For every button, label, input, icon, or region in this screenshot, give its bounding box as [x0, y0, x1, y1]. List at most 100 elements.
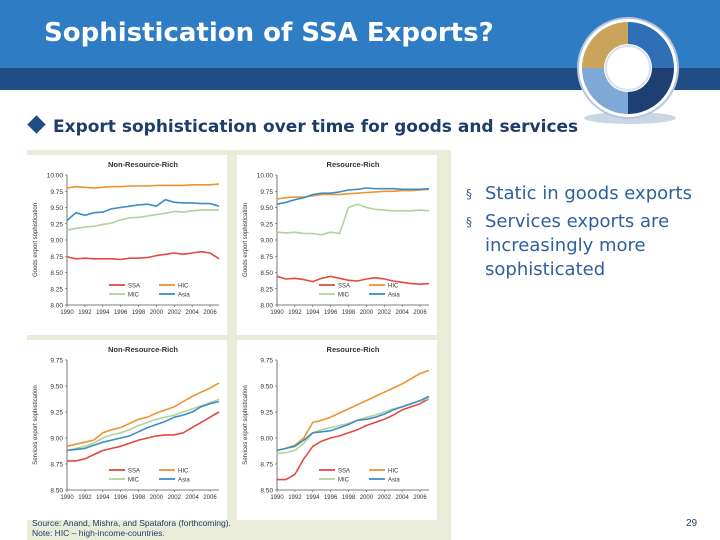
- x-tick-label: 1998: [342, 495, 356, 501]
- bullet-text: Static in goods exports: [485, 183, 692, 204]
- globe-logo-icon: [574, 14, 682, 126]
- chart-svg: Non-Resource-Rich 8.00 8.25 8.50 8.75 9.00 9.2…: [27, 155, 227, 335]
- legend-label: HIC: [388, 468, 399, 474]
- slide-subtitle: Export sophistication over time for good…: [27, 115, 578, 137]
- series-line-mic: [66, 398, 220, 452]
- source-note: Source: Anand, Mishra, and Spatafora (fo…: [32, 518, 231, 538]
- series-line-hic: [66, 183, 220, 189]
- x-tick-label: 2006: [203, 310, 217, 316]
- y-tick-label: 8.50: [260, 270, 273, 277]
- chart-svg: Resource-Rich 8.50 8.75 9.00 9.25 9.50 9.75 199…: [237, 340, 437, 520]
- chart-title: Resource-Rich: [327, 160, 380, 169]
- series-line-asia: [66, 198, 220, 222]
- x-tick-label: 1998: [132, 310, 146, 316]
- chart-services-non-resource-rich: Non-Resource-Rich 8.50 8.75 9.00 9.25 9.50 9.7…: [27, 340, 227, 520]
- y-tick-label: 8.25: [260, 286, 273, 293]
- x-tick-label: 1994: [306, 495, 320, 501]
- legend-label: SSA: [338, 468, 350, 474]
- x-tick-label: 2000: [360, 495, 374, 501]
- x-tick-label: 1996: [324, 495, 338, 501]
- series-line-asia: [276, 187, 430, 205]
- legend-label: MIC: [338, 477, 350, 483]
- legend-label: Asia: [388, 292, 400, 298]
- diamond-bullet-icon: [27, 115, 46, 134]
- x-tick-label: 2006: [413, 310, 427, 316]
- y-axis-label: Goods export sophistication: [243, 203, 249, 277]
- x-tick-label: 2006: [203, 495, 217, 501]
- chart-title: Non-Resource-Rich: [108, 160, 178, 169]
- x-tick-label: 1996: [324, 310, 338, 316]
- legend-label: Asia: [388, 477, 400, 483]
- square-bullet-icon: §: [466, 187, 472, 201]
- x-tick-label: 2000: [150, 495, 164, 501]
- x-tick-label: 2004: [395, 310, 409, 316]
- x-tick-label: 1990: [270, 495, 284, 501]
- square-bullet-icon: §: [466, 215, 472, 229]
- x-tick-label: 2002: [168, 310, 182, 316]
- series-line-asia: [276, 395, 430, 452]
- y-tick-label: 9.25: [50, 221, 63, 228]
- x-tick-label: 1994: [306, 310, 320, 316]
- legend-label: MIC: [338, 292, 350, 298]
- y-tick-label: 9.00: [50, 436, 63, 443]
- y-tick-label: 9.75: [260, 358, 273, 365]
- y-tick-label: 8.75: [260, 254, 273, 261]
- y-tick-label: 8.50: [260, 488, 273, 495]
- bullet-list: § Static in goods exports § Services exp…: [462, 182, 712, 286]
- bullet-item: § Services exports are increasingly more…: [462, 210, 712, 282]
- legend-label: Asia: [178, 292, 190, 298]
- x-tick-label: 1996: [114, 310, 128, 316]
- chart-title: Non-Resource-Rich: [108, 345, 178, 354]
- y-tick-label: 9.75: [50, 189, 63, 196]
- chart-goods-non-resource-rich: Non-Resource-Rich 8.00 8.25 8.50 8.75 9.00 9.2…: [27, 155, 227, 335]
- x-tick-label: 2000: [150, 310, 164, 316]
- slide-title: Sophistication of SSA Exports?: [44, 18, 494, 48]
- y-tick-label: 8.75: [260, 462, 273, 469]
- y-tick-label: 8.75: [50, 254, 63, 261]
- series-line-hic: [276, 369, 430, 452]
- series-line-ssa: [66, 250, 220, 261]
- chart-svg: Non-Resource-Rich 8.50 8.75 9.00 9.25 9.50 9.7…: [27, 340, 227, 520]
- x-tick-label: 2006: [413, 495, 427, 501]
- legend-label: SSA: [128, 468, 140, 474]
- legend-label: Asia: [178, 477, 190, 483]
- series-line-ssa: [276, 275, 430, 285]
- y-tick-label: 8.00: [50, 303, 63, 310]
- y-tick-label: 8.75: [50, 462, 63, 469]
- page-number: 29: [686, 518, 698, 529]
- legend-label: HIC: [178, 468, 189, 474]
- y-tick-label: 9.75: [50, 358, 63, 365]
- y-tick-label: 9.50: [260, 205, 273, 212]
- series-line-hic: [276, 188, 430, 200]
- y-tick-label: 8.25: [50, 286, 63, 293]
- y-tick-label: 10.00: [47, 173, 64, 180]
- x-tick-label: 1992: [78, 495, 92, 501]
- x-tick-label: 2002: [168, 495, 182, 501]
- chart-services-resource-rich: Resource-Rich 8.50 8.75 9.00 9.25 9.50 9.75 199…: [237, 340, 437, 520]
- y-tick-label: 9.25: [260, 410, 273, 417]
- chart-goods-resource-rich: Resource-Rich 8.00 8.25 8.50 8.75 9.00 9.25 9.5…: [237, 155, 437, 335]
- y-tick-label: 8.50: [50, 270, 63, 277]
- series-line-hic: [66, 382, 220, 448]
- note-line: Note: HIC – high-income-countries.: [32, 528, 165, 538]
- source-line: Source: Anand, Mishra, and Spatafora (fo…: [32, 518, 231, 528]
- x-tick-label: 1992: [78, 310, 92, 316]
- series-line-ssa: [67, 411, 220, 462]
- y-tick-label: 9.00: [260, 238, 273, 245]
- x-tick-label: 2004: [185, 310, 199, 316]
- title-band: [0, 68, 720, 90]
- legend-label: MIC: [128, 477, 140, 483]
- chart-title: Resource-Rich: [327, 345, 380, 354]
- chart-svg: Resource-Rich 8.00 8.25 8.50 8.75 9.00 9.25 9.5…: [237, 155, 437, 335]
- y-tick-label: 9.75: [260, 189, 273, 196]
- x-tick-label: 1998: [132, 495, 146, 501]
- y-axis-label: Goods export sophistication: [33, 203, 39, 277]
- x-tick-label: 1990: [270, 310, 284, 316]
- x-tick-label: 1998: [342, 310, 356, 316]
- series-line-mic: [66, 209, 219, 231]
- x-tick-label: 1992: [288, 310, 302, 316]
- x-tick-label: 1992: [288, 495, 302, 501]
- y-tick-label: 9.25: [50, 410, 63, 417]
- series-line-ssa: [277, 397, 430, 481]
- y-tick-label: 8.00: [260, 303, 273, 310]
